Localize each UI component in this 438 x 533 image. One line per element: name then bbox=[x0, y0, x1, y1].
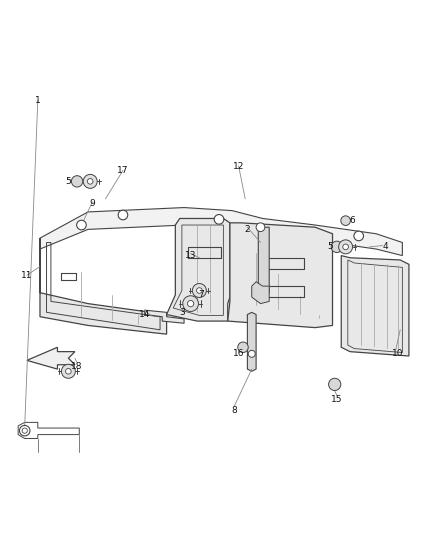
Circle shape bbox=[343, 244, 348, 249]
Circle shape bbox=[83, 174, 97, 188]
Circle shape bbox=[71, 176, 83, 187]
Polygon shape bbox=[166, 219, 230, 321]
Circle shape bbox=[354, 231, 364, 241]
Text: 1: 1 bbox=[35, 96, 41, 105]
Polygon shape bbox=[40, 238, 166, 334]
Text: 4: 4 bbox=[382, 243, 388, 252]
Text: 17: 17 bbox=[117, 166, 129, 175]
Circle shape bbox=[183, 296, 198, 311]
Circle shape bbox=[197, 288, 202, 293]
Text: 15: 15 bbox=[331, 395, 343, 404]
Polygon shape bbox=[252, 282, 269, 304]
Circle shape bbox=[22, 428, 27, 433]
Text: 8: 8 bbox=[231, 406, 237, 415]
Circle shape bbox=[118, 210, 128, 220]
Text: 13: 13 bbox=[185, 251, 196, 260]
Text: 14: 14 bbox=[139, 310, 151, 319]
Polygon shape bbox=[247, 312, 256, 372]
Text: 5: 5 bbox=[328, 243, 333, 252]
Circle shape bbox=[328, 378, 341, 391]
Text: 2: 2 bbox=[244, 225, 250, 234]
Text: 16: 16 bbox=[233, 349, 244, 358]
Text: 12: 12 bbox=[233, 161, 244, 171]
Circle shape bbox=[238, 342, 248, 352]
Circle shape bbox=[256, 223, 265, 231]
Polygon shape bbox=[258, 227, 269, 293]
Text: 11: 11 bbox=[21, 271, 33, 280]
Circle shape bbox=[331, 241, 343, 253]
Polygon shape bbox=[145, 310, 184, 323]
Circle shape bbox=[214, 215, 224, 224]
Circle shape bbox=[187, 301, 194, 307]
Polygon shape bbox=[228, 223, 332, 328]
Polygon shape bbox=[40, 207, 403, 256]
Text: 10: 10 bbox=[392, 349, 404, 358]
Circle shape bbox=[77, 220, 86, 230]
Text: 6: 6 bbox=[349, 216, 355, 225]
Text: 7: 7 bbox=[199, 290, 205, 300]
Text: 3: 3 bbox=[179, 308, 185, 317]
Circle shape bbox=[248, 350, 255, 357]
Polygon shape bbox=[341, 256, 409, 356]
Circle shape bbox=[61, 364, 75, 378]
Circle shape bbox=[192, 284, 206, 297]
Circle shape bbox=[66, 368, 71, 374]
Text: 9: 9 bbox=[89, 199, 95, 208]
Text: 18: 18 bbox=[71, 362, 83, 372]
Circle shape bbox=[88, 179, 93, 184]
Text: 5: 5 bbox=[66, 177, 71, 186]
Circle shape bbox=[341, 216, 350, 225]
Polygon shape bbox=[27, 348, 75, 369]
Circle shape bbox=[339, 240, 353, 254]
